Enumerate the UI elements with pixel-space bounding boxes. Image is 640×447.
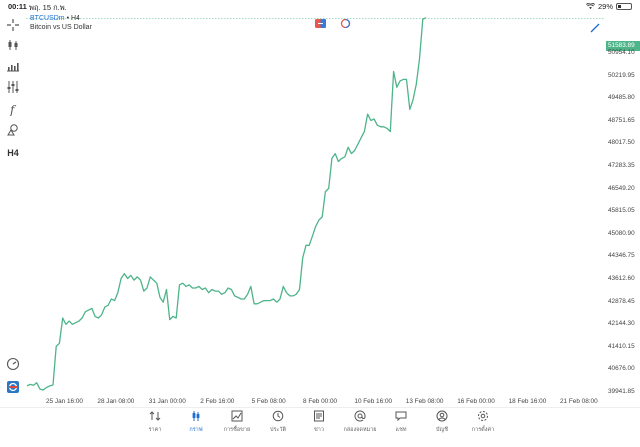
nav-item[interactable]: ประวัติ	[258, 410, 298, 434]
price-tick: 48751.65	[608, 116, 635, 124]
time-tick: 21 Feb 08:00	[560, 398, 598, 405]
nav-label: ราคา	[148, 427, 162, 433]
nav-label: การตั้งค่า	[471, 427, 495, 433]
time-tick: 13 Feb 08:00	[405, 398, 444, 405]
time-axis: 25 Jan 16:00 28 Jan 08:00 31 Jan 00:00 2 Fe…	[26, 397, 604, 407]
chat-icon	[395, 411, 407, 422]
time-tick: 18 Feb 16:00	[508, 398, 547, 405]
shapes-icon[interactable]	[5, 122, 21, 138]
status-bar: 00:11 พฤ. 15 ก.พ. 29%	[0, 0, 640, 13]
drawing-toolbar: f H4	[0, 13, 26, 397]
price-tick: 49485.80	[608, 94, 635, 102]
price-tick: 47283.35	[608, 162, 635, 169]
one-click-trade-icon[interactable]	[315, 19, 326, 28]
chart-type-icon[interactable]	[5, 37, 21, 53]
nav-label: แชท	[395, 427, 407, 433]
time-tick: 8 Feb 00:00	[303, 398, 338, 405]
status-date: พฤ. 15 ก.พ.	[29, 3, 67, 12]
nav-label: กล่องจดหมาย	[343, 427, 377, 433]
price-tick: 39941.85	[608, 388, 635, 395]
nav-item[interactable]: การตั้งค่า	[463, 410, 503, 434]
symbol-header[interactable]: BTCUSDm • H4	[30, 15, 80, 22]
speedometer-icon[interactable]	[5, 356, 21, 372]
svg-text:f: f	[9, 103, 17, 116]
nav-item[interactable]: บัญชี	[422, 410, 462, 434]
settings-sliders-icon[interactable]	[5, 79, 21, 95]
nav-label: การซื้อขาย	[223, 427, 251, 433]
price-tick: 40676.00	[608, 365, 635, 373]
chart-actions	[315, 19, 351, 28]
nav-item[interactable]: ข่าว	[299, 410, 339, 434]
price-chart[interactable]	[26, 13, 604, 397]
news-icon	[314, 410, 324, 422]
nav-label: ข่าว	[314, 427, 324, 433]
bottom-nav: ราคา กราฟ การซื้อขาย ประวัติ ข่าว กล่องจดหมาย…	[0, 407, 640, 447]
symbol-timeframe: H4	[70, 15, 80, 22]
price-tick: 45815.05	[608, 207, 635, 215]
status-right: 29%	[585, 2, 632, 11]
time-tick: 10 Feb 16:00	[354, 398, 393, 405]
time-tick: 25 Jan 16:00	[46, 398, 83, 405]
price-tick: 43612.60	[608, 275, 635, 282]
pen-icon[interactable]	[590, 23, 600, 33]
nav-label: กราฟ	[189, 427, 203, 433]
depth-of-market-icon[interactable]	[340, 19, 351, 28]
indicators-icon[interactable]	[5, 58, 21, 74]
history-icon	[272, 410, 284, 422]
current-price-label: 51583.89	[606, 41, 640, 51]
price-tick: 46549.20	[608, 184, 635, 192]
nav-item[interactable]: แชท	[381, 410, 421, 434]
time-tick: 28 Jan 08:00	[97, 398, 135, 405]
price-tick: 41410.15	[608, 342, 635, 350]
account-icon	[436, 410, 448, 422]
price-series-line	[26, 17, 427, 391]
price-tick: 50954.10	[608, 49, 635, 56]
timeframe-button[interactable]: H4	[7, 148, 19, 158]
settings-icon	[478, 411, 488, 421]
chart-area[interactable]: BTCUSDm • H4 Bitcoin vs US Dollar	[26, 13, 604, 397]
symbol-description: Bitcoin vs US Dollar	[30, 24, 92, 31]
nav-item[interactable]: กล่องจดหมาย	[340, 410, 380, 434]
clock: 00:11	[8, 2, 27, 11]
time-tick: 2 Feb 16:00	[200, 398, 235, 405]
battery-icon	[616, 3, 632, 10]
nav-label: ประวัติ	[269, 427, 287, 433]
quotes-icon	[149, 411, 161, 421]
price-tick: 50219.95	[608, 71, 635, 79]
time-tick: 31 Jan 00:00	[148, 398, 186, 405]
crosshair-icon[interactable]	[5, 17, 21, 33]
nav-label: บัญชี	[436, 427, 448, 433]
broker-logo-icon[interactable]	[5, 379, 21, 395]
battery-percent: 29%	[597, 2, 613, 11]
mailbox-icon	[354, 410, 366, 422]
nav-item[interactable]: กราฟ	[176, 410, 216, 434]
price-tick: 42144.30	[608, 320, 635, 328]
price-tick: 45080.90	[608, 229, 635, 237]
function-icon[interactable]: f	[5, 101, 21, 117]
price-tick: 48017.50	[608, 139, 635, 147]
time-tick: 16 Feb 00:00	[457, 398, 495, 405]
symbol-separator: •	[64, 15, 71, 22]
price-tick: 42878.45	[608, 297, 635, 305]
trade-icon	[231, 410, 243, 422]
wifi-icon	[585, 3, 595, 10]
price-tick: 44346.75	[608, 252, 635, 260]
chart-icon	[192, 411, 200, 421]
nav-item[interactable]: การซื้อขาย	[217, 410, 257, 434]
nav-item[interactable]: ราคา	[135, 410, 175, 434]
time-tick: 5 Feb 08:00	[251, 398, 286, 405]
symbol-name: BTCUSDm	[30, 15, 65, 22]
price-axis: 51583.89 50954.10 50219.95 49485.80 48751.6…	[604, 13, 640, 397]
